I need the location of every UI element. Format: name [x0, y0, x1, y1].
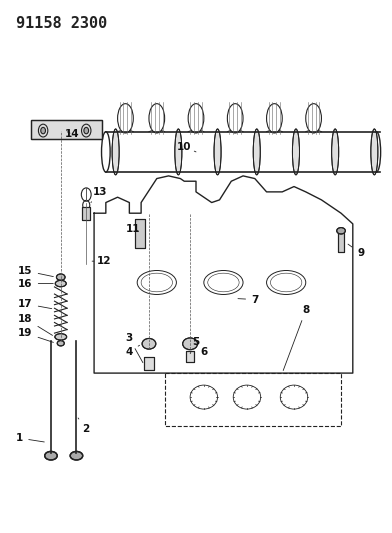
Bar [82, 207, 90, 220]
Ellipse shape [332, 129, 339, 175]
Ellipse shape [142, 338, 156, 349]
Bar [31, 120, 102, 139]
Ellipse shape [371, 129, 378, 175]
Bar [338, 233, 344, 252]
Ellipse shape [337, 228, 345, 234]
Ellipse shape [55, 280, 66, 287]
Ellipse shape [292, 129, 299, 175]
Text: 4: 4 [126, 345, 140, 357]
Bar [338, 233, 344, 252]
Ellipse shape [45, 451, 57, 460]
Ellipse shape [56, 274, 65, 280]
Text: 18: 18 [18, 314, 53, 335]
Text: 16: 16 [18, 279, 53, 288]
Bar [144, 357, 154, 370]
Bar [144, 357, 154, 370]
Text: 8: 8 [283, 305, 309, 370]
Ellipse shape [253, 129, 260, 175]
Bar [135, 219, 145, 248]
Ellipse shape [175, 129, 182, 175]
Circle shape [84, 127, 89, 134]
Text: 2: 2 [78, 418, 90, 434]
Bar [82, 207, 90, 220]
Text: 12: 12 [92, 256, 111, 266]
Ellipse shape [70, 451, 83, 460]
Text: 3: 3 [126, 334, 143, 362]
Bar [186, 351, 194, 362]
Text: 9: 9 [348, 244, 364, 258]
Circle shape [41, 127, 45, 134]
Text: 13: 13 [91, 187, 107, 203]
Ellipse shape [112, 129, 119, 175]
Text: 7: 7 [238, 295, 258, 304]
Text: 1: 1 [16, 433, 44, 443]
Bar [186, 351, 194, 362]
Ellipse shape [214, 129, 221, 175]
Text: 14: 14 [65, 130, 80, 139]
Bar [135, 219, 145, 248]
Text: 5: 5 [190, 337, 200, 353]
Text: 15: 15 [18, 266, 53, 277]
Ellipse shape [57, 341, 64, 346]
Ellipse shape [55, 334, 67, 340]
Text: 11: 11 [126, 224, 140, 234]
Text: 17: 17 [18, 299, 52, 309]
Text: 6: 6 [195, 344, 207, 357]
Text: 19: 19 [18, 328, 53, 342]
Ellipse shape [183, 338, 198, 350]
Text: 10: 10 [177, 142, 196, 152]
Text: 91158 2300: 91158 2300 [16, 16, 107, 31]
Bar [31, 120, 102, 139]
